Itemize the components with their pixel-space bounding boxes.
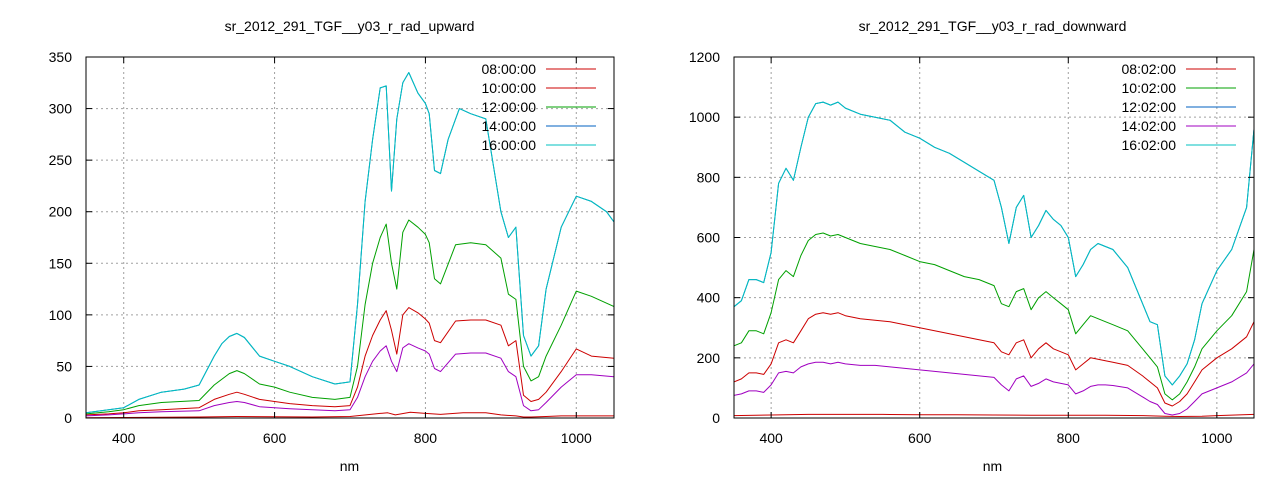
series-line-100000 bbox=[86, 307, 614, 416]
y-tick-label: 1200 bbox=[689, 49, 720, 65]
series-group bbox=[86, 72, 614, 418]
legend-label: 08:00:00 bbox=[482, 61, 537, 77]
series-group bbox=[734, 101, 1254, 417]
legend-label: 16:00:00 bbox=[482, 137, 537, 153]
y-tick-label: 600 bbox=[697, 230, 721, 246]
chart-downward: sr_2012_291_TGF__y03_r_rad_downward nm 4… bbox=[689, 18, 1255, 474]
y-tick-label: 800 bbox=[697, 169, 721, 185]
legend-label: 10:02:00 bbox=[1122, 80, 1177, 96]
legend-label: 14:02:00 bbox=[1122, 118, 1177, 134]
y-tick-label: 50 bbox=[56, 358, 72, 374]
series-line-160200 bbox=[734, 101, 1254, 386]
legend: 08:02:00 10:02:00 12:02:00 14:02:00 16:02:00 bbox=[1122, 61, 1236, 153]
legend-label: 12:00:00 bbox=[482, 99, 537, 115]
x-tick-label: 800 bbox=[414, 430, 438, 446]
legend-label: 10:00:00 bbox=[482, 80, 537, 96]
legend: 08:00:00 10:00:00 12:00:00 14:00:00 16:00:00 bbox=[482, 61, 596, 153]
chart-upward: sr_2012_291_TGF__y03_r_rad_upward nm 400… bbox=[49, 18, 615, 474]
y-tick-label: 250 bbox=[49, 152, 73, 168]
series-line-unlabeled bbox=[734, 312, 1254, 407]
series-line-080200 bbox=[734, 413, 1254, 417]
y-tick-label: 0 bbox=[712, 410, 720, 426]
x-tick-label: 600 bbox=[263, 430, 287, 446]
x-tick-label: 400 bbox=[759, 430, 783, 446]
legend-label: 12:02:00 bbox=[1122, 99, 1177, 115]
y-tick-label: 350 bbox=[49, 49, 73, 65]
legend-label: 14:00:00 bbox=[482, 118, 537, 134]
x-tick-label: 400 bbox=[112, 430, 136, 446]
legend-label: 16:02:00 bbox=[1122, 137, 1177, 153]
series-line-140200 bbox=[734, 361, 1254, 416]
y-tick-label: 200 bbox=[49, 204, 73, 220]
y-tick-label: 200 bbox=[697, 350, 721, 366]
y-tick-label: 300 bbox=[49, 101, 73, 117]
series-line-unlabeled bbox=[86, 343, 614, 417]
y-tick-label: 0 bbox=[64, 410, 72, 426]
x-tick-label: 800 bbox=[1057, 430, 1081, 446]
y-tick-label: 150 bbox=[49, 255, 73, 271]
chart-title: sr_2012_291_TGF__y03_r_rad_downward bbox=[859, 18, 1127, 34]
y-tick-label: 100 bbox=[49, 307, 73, 323]
series-line-120000 bbox=[86, 219, 614, 415]
series-line-160000 bbox=[86, 72, 614, 414]
y-tick-label: 1000 bbox=[689, 109, 720, 125]
y-tick-label: 400 bbox=[697, 290, 721, 306]
x-axis-label: nm bbox=[983, 458, 1002, 474]
grid-lines bbox=[86, 57, 614, 418]
legend-label: 08:02:00 bbox=[1122, 61, 1177, 77]
x-axis-label: nm bbox=[340, 458, 359, 474]
plot-frame bbox=[85, 56, 615, 419]
x-tick-label: 1000 bbox=[1201, 430, 1232, 446]
series-line-100200 bbox=[734, 232, 1254, 401]
chart-title: sr_2012_291_TGF__y03_r_rad_upward bbox=[225, 18, 475, 34]
x-tick-label: 1000 bbox=[561, 430, 592, 446]
series-line-080000 bbox=[86, 411, 614, 418]
x-tick-label: 600 bbox=[908, 430, 932, 446]
